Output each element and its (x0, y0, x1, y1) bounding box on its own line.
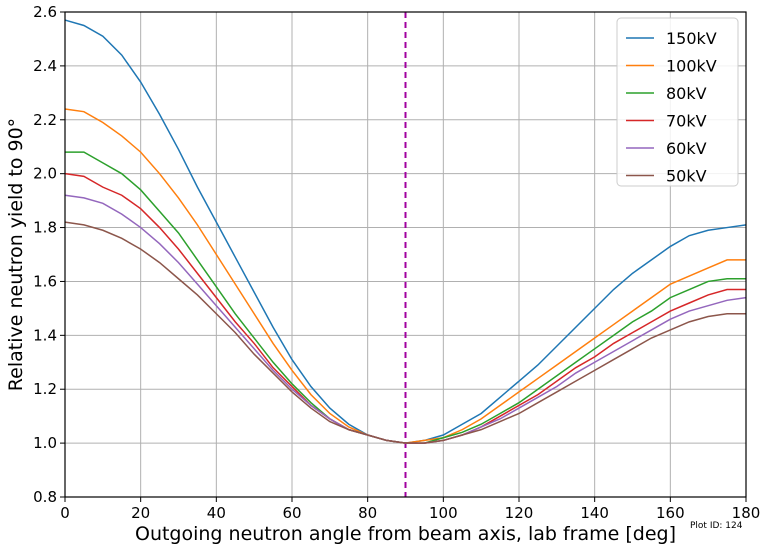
x-tick-label: 120 (505, 504, 534, 522)
x-tick-label: 40 (207, 504, 226, 522)
legend-label: 100kV (666, 57, 717, 76)
y-tick-label: 2.0 (33, 165, 57, 183)
x-tick-label: 180 (732, 504, 761, 522)
y-tick-label: 2.4 (33, 57, 57, 75)
x-tick-label: 0 (60, 504, 70, 522)
x-tick-label: 100 (429, 504, 458, 522)
y-tick-label: 0.8 (33, 488, 57, 506)
y-tick-label: 1.4 (33, 326, 57, 344)
plot-id-annotation: Plot ID: 124 (690, 521, 743, 531)
axis-ticks: 0 20 40 60 80 100 120 140 160 180 0.8 1.0 1.2 1.4 1.6 1… (33, 3, 760, 522)
series-lines (64, 19, 747, 444)
y-tick-label: 1.2 (33, 380, 57, 398)
x-tick-label: 160 (656, 504, 685, 522)
x-tick-label: 60 (282, 504, 301, 522)
y-tick-label: 2.2 (33, 111, 57, 129)
x-axis-label: Outgoing neutron angle from beam axis, l… (135, 523, 676, 545)
legend-label: 50kV (666, 167, 707, 186)
legend-label: 70kV (666, 112, 707, 131)
x-tick-label: 140 (580, 504, 609, 522)
legend: 150kV 100kV 80kV 70kV 60kV 50kV (616, 17, 739, 187)
y-tick-label: 1.8 (33, 219, 57, 237)
legend-label: 80kV (666, 84, 707, 103)
series-line-50kV (64, 221, 746, 444)
y-axis-label: Relative neutron yield to 90° (5, 118, 27, 391)
y-tick-label: 2.6 (33, 3, 57, 21)
plot-frame (64, 11, 747, 498)
legend-label: 60kV (666, 139, 707, 158)
y-tick-label: 1.0 (33, 434, 57, 452)
legend-label: 150kV (666, 29, 717, 48)
legend-box (616, 17, 739, 187)
x-tick-label: 80 (358, 504, 377, 522)
y-tick-label: 1.6 (33, 272, 57, 290)
x-tick-label: 20 (131, 504, 150, 522)
